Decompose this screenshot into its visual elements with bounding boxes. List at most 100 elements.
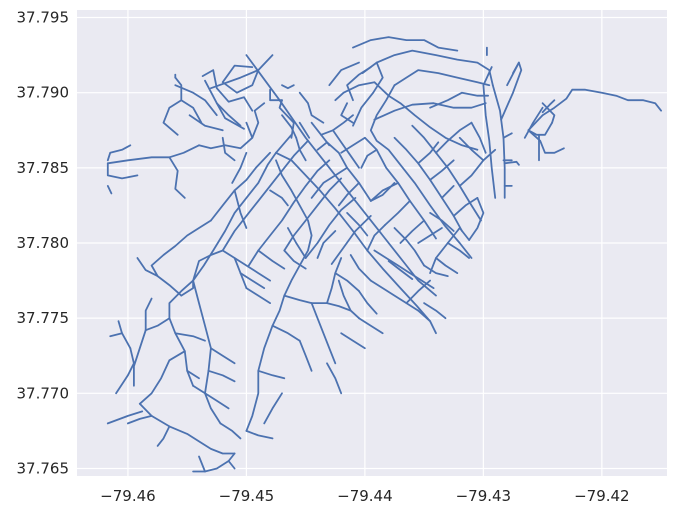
street-segment bbox=[204, 392, 230, 410]
street-segment bbox=[271, 324, 301, 342]
street-segment bbox=[429, 91, 490, 109]
y-tick-label: 37.775 bbox=[17, 309, 70, 327]
street-segment bbox=[326, 362, 343, 395]
street-segment bbox=[192, 279, 222, 425]
street-segment bbox=[188, 114, 224, 132]
y-tick-label: 37.785 bbox=[17, 159, 70, 177]
street-segment bbox=[458, 148, 497, 187]
street-segment bbox=[209, 54, 274, 90]
y-tick-label: 37.795 bbox=[17, 9, 70, 27]
street-segment bbox=[369, 84, 473, 259]
y-axis-ticks: 37.795 37.790 37.785 37.780 37.775 37.770 37.7… bbox=[17, 9, 70, 478]
street-segment bbox=[352, 61, 384, 127]
street-segment bbox=[527, 129, 565, 154]
street-segment bbox=[446, 242, 471, 259]
street-segment bbox=[106, 184, 113, 195]
street-segment bbox=[263, 392, 283, 425]
street-segment bbox=[150, 219, 212, 297]
street-segment bbox=[127, 414, 153, 425]
street-segment bbox=[144, 317, 171, 332]
street-segment bbox=[358, 317, 384, 335]
street-segment bbox=[429, 211, 455, 232]
street-segment bbox=[393, 227, 426, 267]
street-segment bbox=[281, 84, 295, 90]
street-segment bbox=[360, 148, 378, 169]
street-segment bbox=[233, 189, 248, 229]
street-segment bbox=[417, 141, 440, 165]
street-segment bbox=[440, 184, 455, 199]
street-segment bbox=[192, 384, 206, 395]
street-segment bbox=[144, 297, 153, 332]
street-segment bbox=[417, 309, 437, 335]
x-tick-label: −79.46 bbox=[100, 487, 156, 505]
street-segment bbox=[316, 141, 372, 202]
street-segment bbox=[384, 199, 411, 226]
street-segment bbox=[346, 211, 369, 237]
street-segment bbox=[192, 249, 224, 282]
street-segment bbox=[186, 369, 200, 380]
street-segment bbox=[257, 369, 286, 380]
street-segment bbox=[387, 260, 414, 281]
street-segment bbox=[106, 144, 200, 165]
street-segment bbox=[393, 69, 491, 87]
street-segment bbox=[156, 425, 171, 447]
street-segment bbox=[470, 121, 487, 154]
street-segment bbox=[298, 339, 313, 372]
street-segment bbox=[411, 124, 482, 222]
street-segment bbox=[527, 121, 553, 136]
street-segment bbox=[207, 369, 236, 383]
street-segment bbox=[138, 350, 186, 405]
street-segment bbox=[337, 279, 352, 312]
street-segment bbox=[132, 329, 147, 387]
street-segment bbox=[527, 88, 662, 132]
street-segment bbox=[138, 402, 236, 455]
street-segment bbox=[106, 144, 132, 162]
street-segment bbox=[361, 49, 494, 87]
street-segment bbox=[349, 254, 372, 282]
street-segment bbox=[334, 272, 360, 293]
street-segment bbox=[423, 264, 449, 278]
y-tick-label: 37.790 bbox=[17, 84, 70, 102]
y-tick-label: 37.780 bbox=[17, 234, 70, 252]
street-segment bbox=[337, 181, 360, 207]
street-segment bbox=[352, 36, 459, 52]
street-segment bbox=[340, 332, 366, 350]
street-segment bbox=[245, 121, 254, 139]
street-segment bbox=[269, 189, 289, 207]
street-segment bbox=[468, 196, 485, 241]
street-segment bbox=[423, 302, 447, 320]
street-segment bbox=[310, 302, 337, 365]
street-segment bbox=[328, 61, 360, 87]
street-segment bbox=[168, 156, 186, 199]
y-tick-label: 37.765 bbox=[17, 459, 70, 477]
street-segment bbox=[482, 66, 497, 199]
street-segment bbox=[174, 84, 218, 117]
y-tick-label: 37.770 bbox=[17, 384, 70, 402]
street-segment bbox=[435, 121, 473, 154]
x-axis-ticks: −79.46 −79.45 −79.44 −79.43 −79.42 bbox=[100, 487, 629, 505]
street-segment bbox=[209, 151, 272, 222]
street-segment bbox=[192, 151, 277, 282]
x-tick-label: −79.42 bbox=[574, 487, 630, 505]
street-segment bbox=[298, 91, 325, 124]
street-segment bbox=[512, 61, 520, 74]
street-segment bbox=[209, 347, 236, 365]
street-segment bbox=[275, 133, 293, 154]
x-tick-label: −79.43 bbox=[456, 487, 512, 505]
street-segment bbox=[221, 139, 309, 252]
street-segment bbox=[275, 151, 432, 323]
street-segment bbox=[373, 102, 487, 121]
street-segment bbox=[316, 230, 337, 259]
street-network bbox=[106, 36, 662, 473]
street-segment bbox=[286, 227, 307, 259]
street-segment bbox=[201, 69, 254, 112]
street-segment bbox=[233, 257, 272, 282]
street-segment bbox=[452, 196, 479, 217]
street-segment bbox=[219, 422, 242, 440]
street-segment bbox=[369, 279, 420, 312]
street-segment bbox=[106, 410, 144, 425]
street-segment bbox=[503, 160, 520, 166]
street-segment bbox=[106, 162, 139, 180]
street-segment bbox=[330, 214, 372, 265]
